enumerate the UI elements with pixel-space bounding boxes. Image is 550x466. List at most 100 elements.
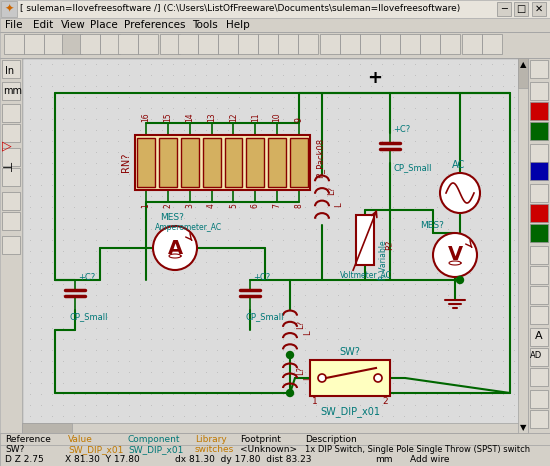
Text: 2: 2	[382, 397, 388, 406]
Text: +: +	[367, 69, 382, 87]
Bar	[2, 192, 20, 210]
Bar	[530, 204, 548, 222]
Bar	[22, 58, 528, 433]
Bar	[118, 34, 138, 54]
Text: V: V	[448, 246, 463, 265]
Text: mm: mm	[3, 86, 22, 96]
Bar	[0, 58, 22, 433]
Bar	[100, 34, 120, 54]
Text: 6: 6	[251, 203, 260, 208]
Bar	[160, 34, 180, 54]
Text: Reference: Reference	[5, 436, 51, 445]
Bar	[340, 34, 360, 54]
Bar	[198, 34, 218, 54]
Text: <Unknown>: <Unknown>	[240, 445, 297, 454]
Bar	[218, 34, 238, 54]
Bar	[137, 138, 155, 187]
Circle shape	[456, 276, 464, 283]
Text: Value: Value	[68, 436, 93, 445]
Bar	[268, 138, 286, 187]
Bar	[238, 34, 258, 54]
Bar	[178, 34, 198, 54]
Text: Library: Library	[195, 436, 227, 445]
Text: Footprint: Footprint	[240, 436, 281, 445]
Bar	[0, 0, 550, 18]
Text: [ suleman=Ilovefreesoftware /] (C:\Users\ListOfFreeware\Documents\suleman=Ilovef: [ suleman=Ilovefreesoftware /] (C:\Users…	[20, 5, 460, 14]
Bar	[298, 34, 318, 54]
Text: Place: Place	[90, 20, 117, 30]
Bar	[44, 34, 64, 54]
Bar	[202, 138, 221, 187]
Text: View: View	[62, 20, 86, 30]
Text: R_Variable: R_Variable	[377, 240, 386, 281]
Bar	[530, 306, 548, 324]
Bar	[530, 162, 548, 180]
Bar	[530, 286, 548, 304]
Text: MES?: MES?	[420, 220, 444, 229]
Text: mm: mm	[375, 455, 393, 465]
Text: Tools: Tools	[192, 20, 218, 30]
Bar	[0, 32, 550, 58]
Text: SW_DIP_x01: SW_DIP_x01	[320, 406, 380, 418]
Text: R_Pack08: R_Pack08	[315, 137, 324, 178]
Bar	[2, 148, 20, 166]
Bar	[530, 246, 548, 264]
Text: ✦: ✦	[4, 4, 14, 14]
Bar	[356, 215, 374, 265]
Text: 1: 1	[312, 397, 318, 406]
Text: CP_Small: CP_Small	[393, 164, 432, 172]
Bar	[462, 34, 482, 54]
Bar	[482, 34, 502, 54]
Text: +C?: +C?	[78, 273, 95, 281]
Bar	[62, 34, 82, 54]
Text: Voltmeter_AC: Voltmeter_AC	[340, 270, 392, 280]
Text: SW_DIP_x01: SW_DIP_x01	[68, 445, 123, 454]
Text: CP_Small: CP_Small	[245, 313, 283, 322]
Text: ▼: ▼	[520, 424, 526, 432]
Bar	[360, 34, 380, 54]
Text: Description: Description	[305, 436, 357, 445]
Bar	[2, 124, 20, 142]
Text: Component: Component	[128, 436, 180, 445]
Text: dx 81.30  dy 17.80  dist 83.23: dx 81.30 dy 17.80 dist 83.23	[175, 455, 311, 465]
Bar	[310, 360, 390, 396]
Text: 16: 16	[141, 112, 151, 122]
Text: 4: 4	[207, 203, 216, 208]
Bar	[224, 138, 243, 187]
Bar	[22, 423, 528, 433]
Text: L?: L?	[296, 365, 305, 375]
Bar	[278, 34, 298, 54]
Bar	[497, 2, 511, 16]
Bar	[138, 34, 158, 54]
Bar	[518, 58, 528, 88]
Bar	[530, 184, 548, 202]
Text: Preferences: Preferences	[124, 20, 185, 30]
Bar	[2, 82, 20, 100]
Text: Add wire: Add wire	[410, 455, 449, 465]
Text: ⊣: ⊣	[2, 162, 13, 174]
Bar	[181, 138, 199, 187]
Text: 14: 14	[185, 112, 194, 122]
Bar	[0, 433, 550, 466]
Bar	[530, 144, 548, 162]
Text: 5: 5	[229, 203, 238, 208]
Text: Amperemeter_AC: Amperemeter_AC	[155, 224, 222, 233]
Bar	[530, 368, 548, 386]
Circle shape	[153, 226, 197, 270]
Bar	[2, 236, 20, 254]
Bar	[159, 138, 177, 187]
Text: A: A	[167, 239, 183, 258]
Text: A: A	[535, 331, 543, 341]
Bar	[80, 34, 100, 54]
Text: ─: ─	[501, 4, 507, 14]
Text: 9: 9	[295, 117, 304, 122]
Bar	[2, 168, 20, 186]
Text: +C?: +C?	[393, 125, 410, 135]
Bar	[2, 60, 20, 78]
Text: 3: 3	[185, 203, 194, 208]
Text: □: □	[516, 4, 526, 14]
Text: ✕: ✕	[535, 4, 543, 14]
Bar	[528, 58, 550, 433]
Text: L: L	[303, 376, 312, 380]
Text: L: L	[303, 330, 312, 335]
